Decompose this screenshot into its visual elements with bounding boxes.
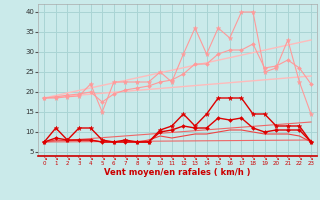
X-axis label: Vent moyen/en rafales ( km/h ): Vent moyen/en rafales ( km/h ) xyxy=(104,168,251,177)
